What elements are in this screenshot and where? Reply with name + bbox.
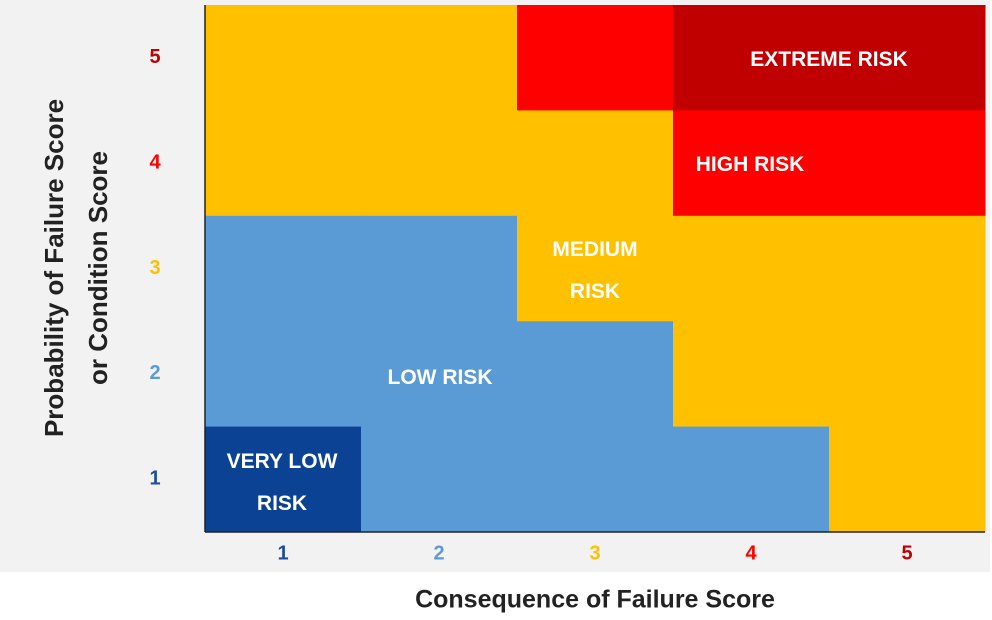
y-tick-label: 5: [149, 46, 160, 68]
matrix-cell: [517, 110, 674, 217]
risk-region-label-line: RISK: [570, 280, 620, 303]
risk-region-label: HIGH RISK: [696, 153, 805, 176]
matrix-cell: [673, 5, 830, 111]
matrix-cell: [361, 426, 518, 533]
risk-region-label-line: HIGH RISK: [696, 153, 805, 176]
matrix-cell: [517, 5, 674, 111]
x-axis-title: Consequence of Failure Score: [415, 586, 775, 614]
matrix-cell: [205, 5, 362, 111]
y-tick-label: 3: [149, 257, 160, 279]
matrix-cell: [205, 110, 362, 217]
matrix-cell: [517, 215, 674, 322]
x-tick-label: 1: [277, 542, 288, 564]
matrix-cell: [673, 426, 830, 533]
y-tick-label: 1: [149, 468, 160, 490]
matrix-cell: [673, 110, 830, 217]
risk-region-label-line: RISK: [257, 492, 307, 515]
matrix-cell: [205, 215, 362, 322]
risk-region-label: EXTREME RISK: [750, 48, 908, 71]
matrix-cell: [829, 110, 986, 217]
matrix-cell: [673, 321, 830, 428]
x-tick-label: 2: [433, 542, 444, 564]
x-tick-label: 3: [589, 542, 600, 564]
matrix-cell: [829, 5, 986, 111]
x-tick-label: 4: [745, 542, 757, 564]
y-tick-label: 2: [149, 362, 160, 384]
y-axis-title-line: or Condition Score: [83, 151, 113, 385]
risk-region-label: LOW RISK: [388, 366, 493, 389]
risk-region-label-line: EXTREME RISK: [750, 48, 908, 71]
matrix-cell: [361, 215, 518, 322]
matrix-cell: [205, 426, 362, 533]
matrix-cell: [361, 110, 518, 217]
y-tick-label: 4: [149, 151, 161, 173]
x-tick-label: 5: [901, 542, 912, 564]
matrix-cell: [829, 321, 986, 428]
risk-region-label: MEDIUM RISK: [552, 238, 637, 303]
matrix-cell: [517, 321, 674, 428]
risk-region-label-line: VERY LOW: [227, 450, 338, 473]
matrix-cell: [361, 5, 518, 111]
risk-region-label: VERY LOW RISK: [227, 450, 338, 515]
matrix-cell: [829, 215, 986, 322]
matrix-cell: [829, 426, 986, 533]
risk-region-label-line: MEDIUM: [552, 238, 637, 261]
risk-region-label-line: LOW RISK: [388, 366, 493, 389]
matrix-cell: [361, 321, 518, 428]
matrix-cell: [517, 426, 674, 533]
matrix-cell: [205, 321, 362, 428]
y-axis-title: Probability of Failure Score or Condition…: [39, 99, 113, 437]
y-axis-title-line: Probability of Failure Score: [39, 99, 69, 437]
matrix-cell: [673, 215, 830, 322]
matrix-cells: [205, 5, 986, 533]
